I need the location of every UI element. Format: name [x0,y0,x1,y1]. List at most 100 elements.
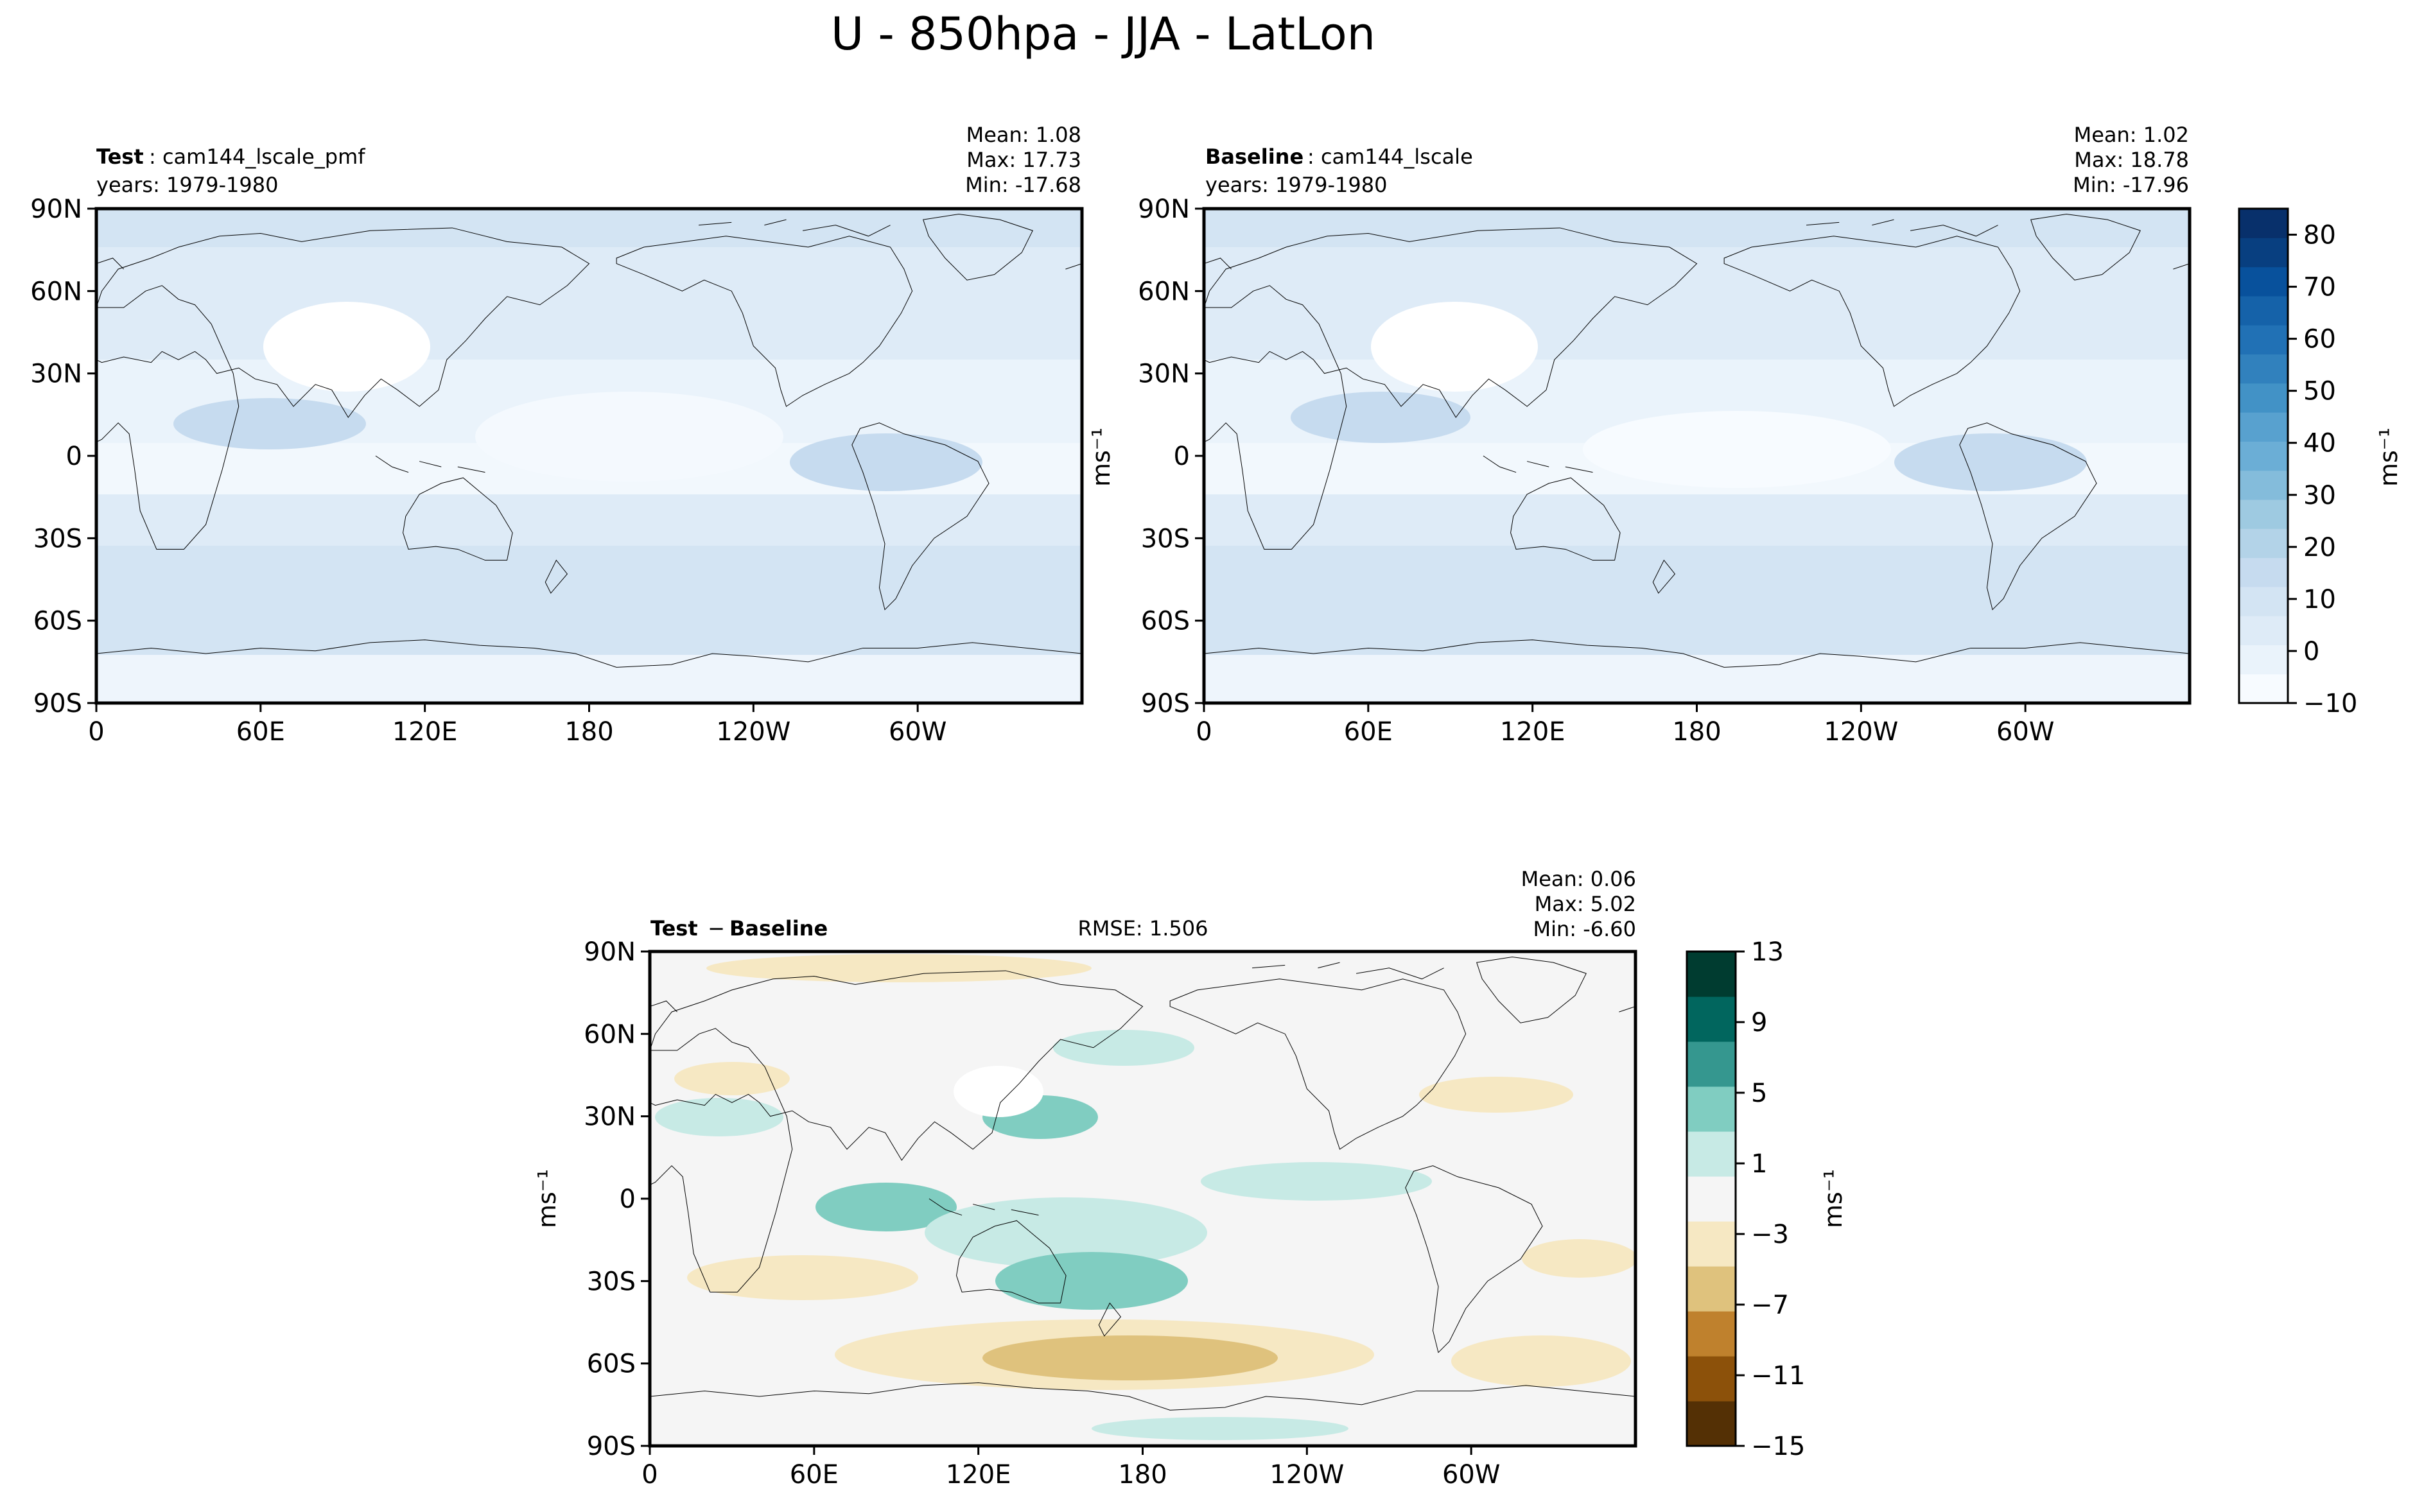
test-xtick-label: 180 [564,717,613,747]
diff-colorbar-ticks: −15 −11 −7 −3 1 5 9 13 [1736,937,1805,1461]
diff-ytick-label: 60S [587,1350,636,1379]
baseline-map-field [1204,209,2190,703]
top-colorbar-swatch [2239,209,2288,238]
top-colorbar-tick-label: 30 [2303,481,2336,510]
top-colorbar-swatch [2239,441,2288,471]
test-xtick-label: 120W [716,717,790,747]
test-stat-max: Max: 17.73 [966,148,1081,172]
diff-unit-label-left: ms⁻¹ [533,1169,561,1228]
diff-axis-ticks: 0 60E 120E 180 120W 60W 90N 60N 30N 0 30S 60S 90S [584,937,1500,1490]
test-ytick-label: 90N [30,195,82,224]
top-colorbar-swatch [2239,586,2288,616]
diff-colorbar: −15 −11 −7 −3 1 5 9 13 ms⁻¹ [1686,937,1847,1461]
baseline-xtick-label: 120W [1824,717,1898,747]
top-colorbar-swatch [2239,325,2288,355]
top-colorbar-swatch [2239,673,2288,704]
diff-ytick-label: 90S [587,1432,636,1461]
diff-colorbar-swatch [1687,1221,1736,1267]
test-ytick-label: 60S [33,607,82,636]
panel-test: Test : cam144_lscale_pmf years: 1979-198… [30,123,1084,747]
baseline-xtick-label: 180 [1672,717,1721,747]
test-title-bold: Test [96,144,144,169]
top-colorbar-tick-label: 40 [2303,429,2336,458]
diff-title-bold-b: Baseline [729,916,828,941]
diff-colorbar-tick-label: 1 [1751,1149,1767,1179]
diff-colorbar-frame [1686,950,1737,1447]
top-colorbar-swatch [2239,499,2288,529]
baseline-xtick-label: 60E [1344,717,1393,747]
top-colorbar-ticks: −10 0 10 20 30 40 50 60 70 80 [2288,221,2357,718]
baseline-stat-max: Max: 18.78 [2074,148,2189,172]
diff-colorbar-swatch [1687,1086,1736,1132]
baseline-title-case: : cam144_lscale [1307,144,1473,169]
baseline-xtick-label: 60W [1996,717,2054,747]
diff-colorbar-swatch [1687,952,1736,997]
top-colorbar-swatch [2239,645,2288,675]
top-colorbar-frame [2238,207,2289,704]
diff-xtick-label: 60E [790,1460,839,1490]
diff-colorbar-tick-label: −15 [1751,1432,1805,1461]
diff-stat-max: Max: 5.02 [1535,892,1636,916]
top-colorbar-tick-label: 0 [2303,637,2319,666]
baseline-ytick-label: 90N [1138,195,1190,224]
diff-ytick-label: 30S [587,1267,636,1296]
top-colorbar-tick-label: 10 [2303,585,2336,614]
top-colorbar-tick-label: 50 [2303,377,2336,406]
top-colorbar-label: ms⁻¹ [2375,428,2403,487]
test-stat-min: Min: -17.68 [965,173,1081,197]
top-colorbar-tick-label: 20 [2303,533,2336,562]
test-xtick-label: 0 [88,717,104,747]
diff-rmse: RMSE: 1.506 [1078,916,1208,941]
diff-colorbar-tick-label: −7 [1751,1290,1789,1320]
test-xtick-label: 60W [889,717,946,747]
baseline-stat-min: Min: -17.96 [2073,173,2189,197]
diff-ytick-label: 60N [584,1020,636,1049]
diff-title-bold-a: Test [650,916,698,941]
test-xtick-label: 60E [236,717,285,747]
top-colorbar-tick-label: 80 [2303,221,2336,250]
diff-colorbar-swatch [1687,1131,1736,1177]
diff-colorbar-swatch [1687,1176,1736,1222]
top-colorbar-tick-label: 70 [2303,273,2336,302]
baseline-ytick-label: 60N [1138,277,1190,306]
top-colorbar-swatch [2239,528,2288,559]
baseline-xtick-label: 120E [1500,717,1565,747]
top-colorbar: −10 0 10 20 30 40 50 60 70 80 ms⁻¹ [2238,207,2403,718]
top-colorbar-swatches [2239,209,2288,704]
diff-ytick-label: 90N [584,937,636,967]
baseline-ytick-label: 30N [1138,360,1190,389]
top-colorbar-swatch [2239,383,2288,413]
diff-colorbar-tick-label: −11 [1751,1361,1805,1391]
test-stat-mean: Mean: 1.08 [966,123,1081,147]
baseline-ytick-label: 30S [1141,524,1190,553]
diff-xtick-label: 0 [641,1460,658,1490]
diff-xtick-label: 120E [946,1460,1011,1490]
diff-ytick-label: 0 [620,1185,636,1214]
baseline-years: years: 1979-1980 [1205,173,1387,197]
diff-colorbar-label: ms⁻¹ [1819,1169,1847,1228]
top-colorbar-swatch [2239,238,2288,268]
diff-colorbar-tick-label: 9 [1751,1008,1767,1038]
baseline-xtick-label: 0 [1196,717,1212,747]
diff-stat-mean: Mean: 0.06 [1521,867,1636,891]
diff-xtick-label: 60W [1442,1460,1500,1490]
test-ytick-label: 0 [66,442,82,471]
baseline-unit-label: ms⁻¹ [1087,428,1115,487]
diff-map-field [650,952,1635,1446]
diff-colorbar-tick-label: 13 [1751,937,1784,967]
baseline-ytick-label: 60S [1141,607,1190,636]
test-ytick-label: 60N [30,277,82,306]
panel-diff: Test − Baseline RMSE: 1.506 Mean: 0.06 M… [533,867,1637,1490]
test-ytick-label: 30S [33,524,82,553]
test-ytick-label: 90S [33,689,82,718]
test-xtick-label: 120E [392,717,458,747]
top-colorbar-swatch [2239,470,2288,500]
diff-colorbar-swatches [1687,952,1736,1447]
top-colorbar-swatch [2239,557,2288,587]
diff-colorbar-tick-label: 5 [1751,1079,1767,1108]
top-colorbar-swatch [2239,266,2288,297]
test-axis-ticks: 0 60E 120E 180 120W 60W 90N 60N 30N 0 30S 60S 90S [30,195,946,747]
top-colorbar-tick-label: −10 [2303,689,2357,718]
baseline-ytick-label: 90S [1141,689,1190,718]
